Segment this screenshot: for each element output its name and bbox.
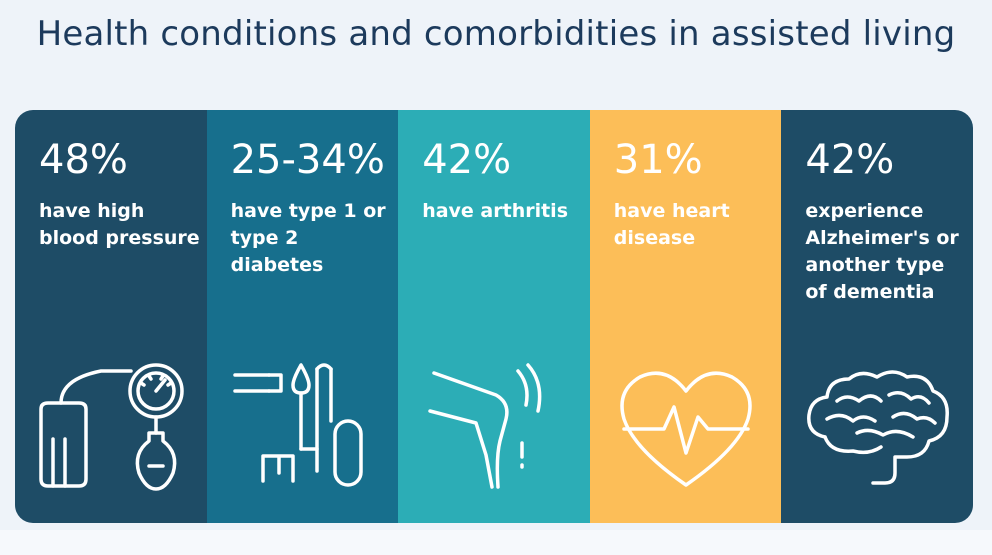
conditions-panel: 48% have high blood pressure	[15, 110, 973, 523]
bottom-band	[0, 530, 992, 555]
condition-column-heart-disease: 31% have heart disease	[589, 110, 782, 523]
condition-column-diabetes: 25-34% have type 1 or type 2 diabetes	[206, 110, 399, 523]
condition-label: have arthritis	[422, 200, 569, 222]
condition-value: 42%	[422, 137, 512, 183]
insulin-syringe-icon	[223, 361, 383, 501]
knee-joint-icon	[414, 361, 574, 501]
condition-label: have type 1 or type 2 diabetes	[230, 200, 386, 276]
condition-value: 42%	[805, 137, 895, 183]
condition-column-dementia: 42% experience Alzheimer's or another ty…	[781, 110, 973, 523]
condition-column-blood-pressure: 48% have high blood pressure	[15, 110, 207, 523]
condition-column-arthritis: 42% have arthritis	[398, 110, 590, 523]
condition-value: 25-34%	[230, 137, 385, 183]
blood-pressure-monitor-icon	[31, 361, 191, 501]
heart-pulse-icon	[606, 361, 766, 501]
condition-value: 48%	[39, 137, 128, 183]
condition-label: have heart disease	[613, 200, 730, 249]
condition-label: have high blood pressure	[39, 200, 200, 249]
page-title: Health conditions and comorbidities in a…	[36, 14, 956, 54]
condition-value: 31%	[613, 137, 703, 183]
brain-icon	[797, 361, 957, 501]
condition-label: experience Alzheimer's or another type o…	[805, 200, 959, 303]
